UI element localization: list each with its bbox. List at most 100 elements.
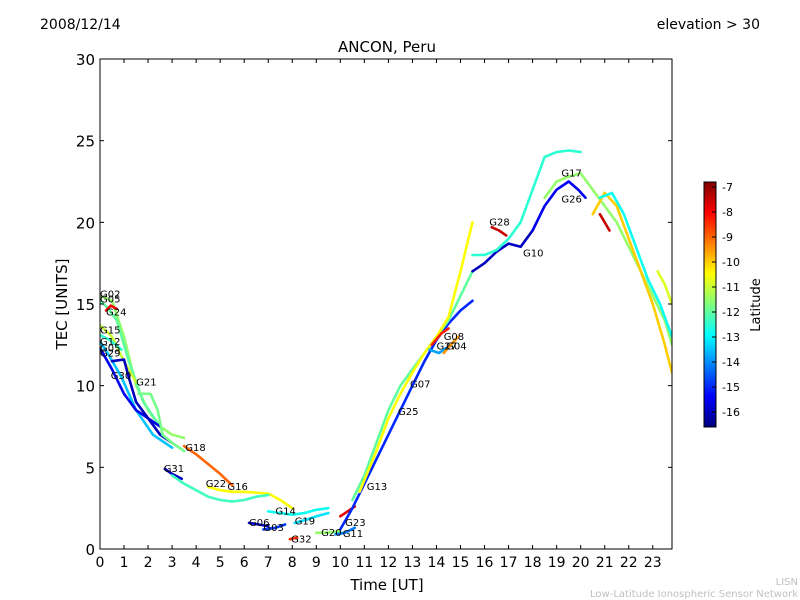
series-line-g17 bbox=[471, 149, 583, 257]
satellite-label-g05: G05 bbox=[100, 294, 120, 305]
x-tick-label: 2 bbox=[144, 555, 153, 571]
satellite-label-g08: G08 bbox=[444, 332, 464, 343]
satellite-label-g26: G26 bbox=[561, 195, 581, 206]
x-tick-label: 3 bbox=[168, 555, 177, 571]
satellite-label-g11: G11 bbox=[343, 529, 363, 540]
satellite-label-g10: G10 bbox=[523, 249, 543, 260]
series-line-gx3 bbox=[598, 191, 672, 339]
satellite-label-g20: G20 bbox=[321, 528, 341, 539]
satellite-label-g06: G06 bbox=[249, 518, 269, 529]
series-line-gx4 bbox=[656, 269, 672, 306]
y-tick-label: 15 bbox=[76, 296, 95, 314]
satellite-label-g14: G14 bbox=[275, 507, 295, 518]
colorbar-tick-label: -14 bbox=[722, 356, 740, 369]
series-line-gx5 bbox=[598, 212, 611, 232]
series-line-g24 bbox=[104, 304, 119, 312]
satellite-label-g25: G25 bbox=[398, 407, 418, 418]
x-tick-label: 19 bbox=[548, 555, 566, 571]
series-line-g04 bbox=[442, 335, 460, 355]
satellite-label-g22: G22 bbox=[206, 479, 226, 490]
footer-network: Low-Latitude Ionospheric Sensor Network bbox=[590, 589, 798, 600]
colorbar-label: Latitude bbox=[749, 278, 764, 332]
satellite-label-g15: G15 bbox=[100, 325, 120, 336]
y-tick-label: 25 bbox=[76, 133, 95, 151]
series-line-g25 bbox=[351, 269, 474, 502]
series-line-g15 bbox=[100, 323, 138, 384]
satellite-label-g12: G12 bbox=[100, 337, 120, 348]
chart-title: ANCON, Peru bbox=[338, 38, 436, 56]
colorbar-tick-label: -7 bbox=[722, 181, 733, 194]
x-tick-label: 23 bbox=[644, 555, 662, 571]
series-line-g32 bbox=[288, 536, 299, 541]
satellite-label-g04: G04 bbox=[446, 342, 466, 353]
series-line-g27 bbox=[427, 346, 448, 355]
x-tick-label: 20 bbox=[572, 555, 590, 571]
x-tick-label: 15 bbox=[452, 555, 470, 571]
x-tick-label: 14 bbox=[428, 555, 446, 571]
series-line-g10 bbox=[471, 229, 534, 273]
series-line-g05 bbox=[100, 340, 174, 450]
satellite-label-g05: G05 bbox=[100, 343, 120, 354]
satellite-label-g31: G31 bbox=[164, 464, 184, 475]
y-tick-label: 20 bbox=[76, 214, 95, 232]
satellite-label-g02: G02 bbox=[100, 290, 120, 301]
y-tick-label: 5 bbox=[85, 459, 95, 477]
colorbar-tick-label: -9 bbox=[722, 231, 733, 244]
series-line-g22 bbox=[206, 485, 294, 510]
satellite-label-g19: G19 bbox=[295, 517, 315, 528]
x-tick-label: 11 bbox=[355, 555, 373, 571]
date-label: 2008/12/14 bbox=[40, 17, 121, 33]
y-tick-label: 10 bbox=[76, 378, 95, 396]
satellite-label-g24: G24 bbox=[106, 307, 126, 318]
satellite-label-g30: G30 bbox=[111, 371, 131, 382]
series-line-g05 bbox=[100, 299, 162, 428]
x-tick-label: 5 bbox=[216, 555, 225, 571]
satellite-label-g13: G13 bbox=[367, 482, 387, 493]
series-line-gx1 bbox=[543, 172, 672, 347]
series-line-g11 bbox=[334, 526, 357, 536]
footer-lisn: LISN bbox=[775, 577, 798, 588]
x-tick-label: 8 bbox=[288, 555, 297, 571]
series-line-g28 bbox=[490, 225, 508, 237]
x-tick-label: 18 bbox=[524, 555, 542, 571]
y-tick-label: 30 bbox=[76, 51, 95, 69]
series-line-g06 bbox=[247, 521, 270, 528]
series-line-g14 bbox=[266, 506, 330, 517]
satellite-label-g28: G28 bbox=[489, 218, 509, 229]
y-axis-label: TEC [UNITS] bbox=[53, 259, 71, 351]
x-tick-label: 7 bbox=[264, 555, 273, 571]
x-tick-label: 9 bbox=[312, 555, 321, 571]
satellite-label-g16: G16 bbox=[227, 482, 247, 493]
colorbar-tick-label: -13 bbox=[722, 331, 740, 344]
series-line-g12 bbox=[100, 333, 123, 352]
colorbar-tick-label: -15 bbox=[722, 381, 740, 394]
x-tick-label: 4 bbox=[192, 555, 201, 571]
satellite-label-g21: G21 bbox=[136, 378, 156, 389]
series-line-g21 bbox=[137, 392, 186, 453]
x-tick-label: 12 bbox=[379, 555, 397, 571]
series-line-g16 bbox=[170, 474, 270, 503]
x-axis-label: Time [UT] bbox=[349, 576, 423, 594]
x-tick-label: 22 bbox=[620, 555, 638, 571]
x-tick-label: 0 bbox=[96, 555, 105, 571]
series-line-g31 bbox=[163, 467, 183, 481]
elevation-filter-label: elevation > 30 bbox=[656, 17, 760, 33]
plot-frame bbox=[99, 58, 673, 550]
series-line-g19 bbox=[293, 511, 330, 525]
satellite-label-g18: G18 bbox=[185, 443, 205, 454]
x-tick-label: 1 bbox=[120, 555, 129, 571]
colorbar-tick-label: -16 bbox=[722, 406, 740, 419]
satellite-label-g29: G29 bbox=[100, 348, 120, 359]
series-line-g30 bbox=[110, 358, 174, 445]
x-tick-label: 10 bbox=[331, 555, 349, 571]
series-line-g18 bbox=[182, 444, 234, 487]
x-tick-label: 6 bbox=[240, 555, 249, 571]
colorbar-tick-label: -11 bbox=[722, 281, 740, 294]
series-line-g07 bbox=[358, 221, 474, 494]
x-tick-label: 16 bbox=[476, 555, 494, 571]
y-tick-label: 0 bbox=[85, 541, 95, 559]
x-tick-label: 17 bbox=[500, 555, 518, 571]
satellite-label-g17: G17 bbox=[561, 169, 581, 180]
x-tick-label: 13 bbox=[404, 555, 422, 571]
